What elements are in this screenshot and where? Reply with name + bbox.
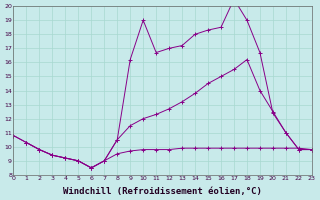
X-axis label: Windchill (Refroidissement éolien,°C): Windchill (Refroidissement éolien,°C) <box>63 187 262 196</box>
